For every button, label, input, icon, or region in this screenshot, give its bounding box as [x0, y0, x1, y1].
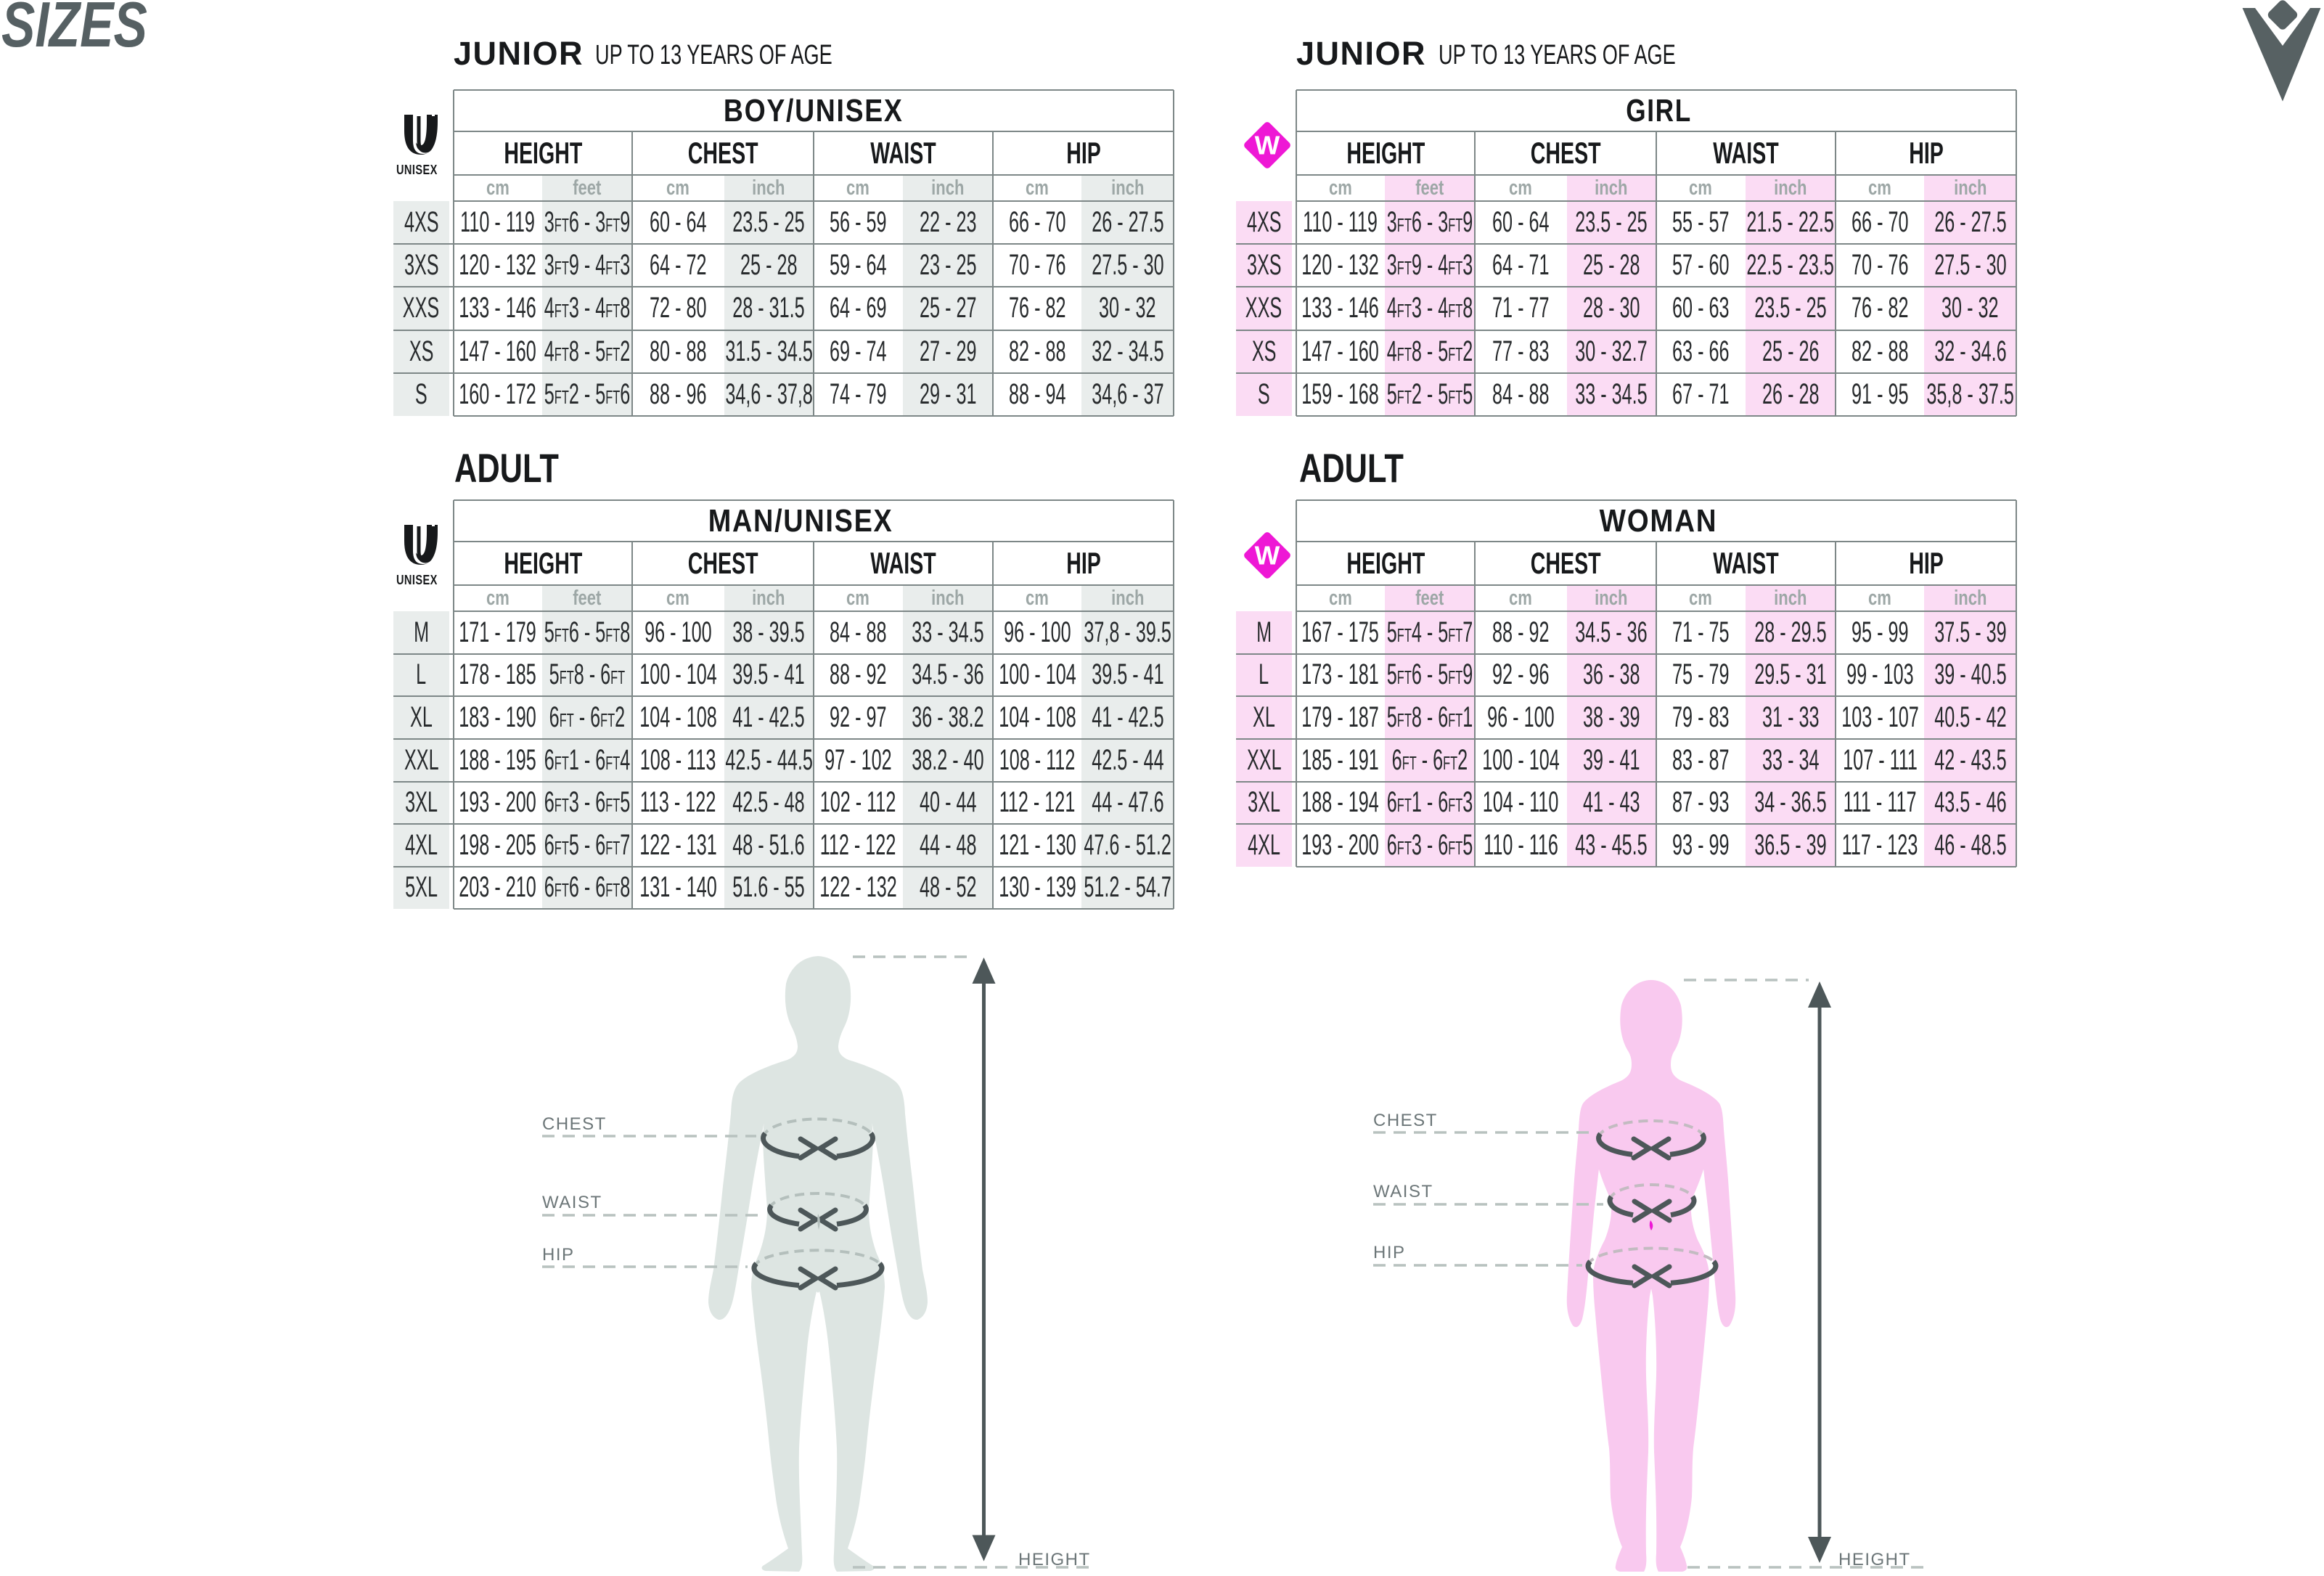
svg-text:W: W: [1254, 131, 1280, 160]
svg-text:W: W: [1254, 541, 1280, 571]
